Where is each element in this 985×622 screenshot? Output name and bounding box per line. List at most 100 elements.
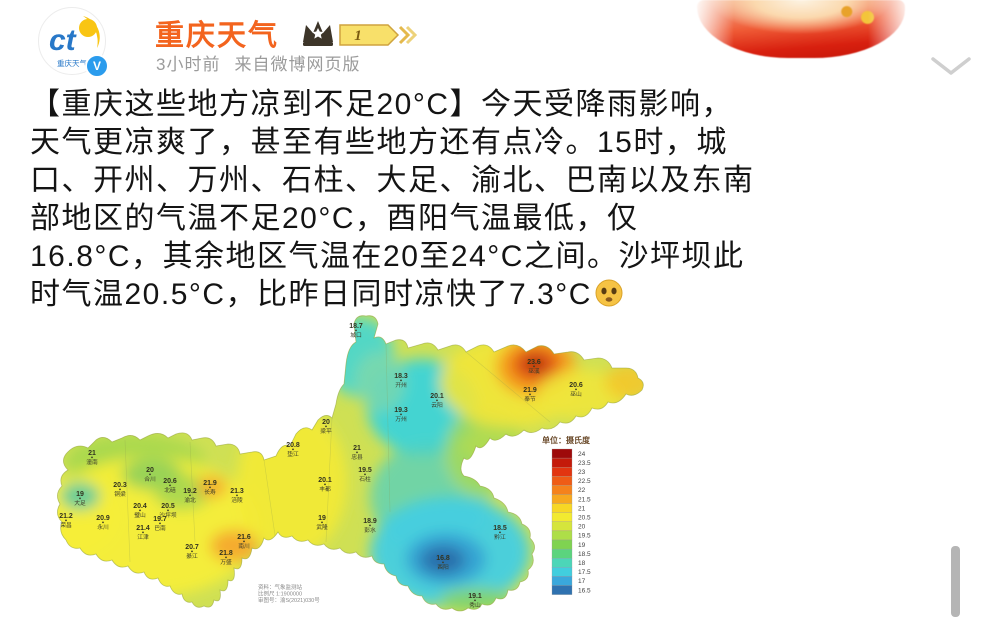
- chevron-down-icon[interactable]: [928, 52, 974, 80]
- avatar-logo: ct 重庆天气: [38, 7, 106, 75]
- post-line: 部地区的气温不足20°C，酉阳气温最低，仅: [30, 202, 639, 235]
- station-value: 23.6: [527, 359, 541, 366]
- post-line: 【重庆这些地方凉到不足20°C】今天受降雨影响，: [30, 88, 734, 121]
- weather-map-image[interactable]: 21 潼南 20.3 铜梁 20 合川 20.6 北碚 19.2 渝北 19 大足 21.2 荣昌 20.9…: [30, 312, 670, 617]
- legend-label: 17: [578, 578, 586, 585]
- vip-crown-badge[interactable]: 1: [300, 18, 418, 50]
- station-value: 21.8: [219, 550, 233, 557]
- post-line: 天气更凉爽了，甚至有些地方还有点冷。15时，城: [30, 126, 728, 159]
- station-value: 16.8: [436, 555, 450, 562]
- station-value: 20.6: [569, 382, 583, 389]
- station-name: 璧山: [134, 511, 146, 519]
- contour-fill: [57, 315, 644, 612]
- station-value: 20.6: [163, 478, 177, 485]
- station-dot: [79, 497, 81, 500]
- legend-swatch: [551, 485, 573, 495]
- station-dot: [119, 488, 121, 491]
- legend-swatch: [551, 457, 573, 468]
- station-value: 21.9: [523, 387, 537, 394]
- station-name: 丰都: [319, 485, 331, 493]
- legend-swatch: [551, 476, 573, 486]
- station-name: 綦江: [186, 552, 198, 560]
- legend-swatch: [551, 585, 573, 595]
- post-text: 【重庆这些地方凉到不足20°C】今天受降雨影响， 天气更凉爽了，甚至有些地方还有…: [30, 86, 960, 314]
- station-value: 20.7: [185, 544, 199, 551]
- post-meta: 3小时前 来自微博网页版: [156, 50, 374, 75]
- station-value: 18.7: [349, 323, 363, 330]
- station-value: 18.3: [394, 373, 408, 380]
- station-name: 合川: [144, 475, 156, 483]
- station-dot: [139, 509, 141, 512]
- svg-text:ct: ct: [49, 24, 78, 57]
- station-name: 长寿: [204, 488, 216, 496]
- legend-swatch: [551, 576, 573, 586]
- flushed-face-emoji-icon: [594, 278, 624, 308]
- station-name: 大足: [74, 499, 86, 507]
- legend-label: 23: [578, 469, 586, 476]
- station-dot: [65, 519, 67, 522]
- station-dot: [191, 550, 193, 553]
- station-dot: [91, 456, 93, 459]
- legend-label: 21.5: [578, 496, 591, 503]
- svg-text:重庆天气: 重庆天气: [57, 58, 87, 68]
- station-name: 铜梁: [114, 490, 126, 498]
- station-value: 21: [88, 450, 96, 457]
- station-name: 涪陵: [231, 496, 243, 504]
- station-dot: [499, 531, 501, 534]
- station-dot: [533, 365, 535, 368]
- legend-swatch: [551, 530, 573, 541]
- station-name: 南川: [238, 542, 250, 550]
- municipality-outline: [57, 315, 644, 612]
- attribution-line: 审图号：渝S(2021)030号: [258, 596, 320, 604]
- legend-swatch: [551, 448, 573, 459]
- station-name: 万盛: [220, 558, 232, 566]
- station-name: 开州: [395, 382, 407, 389]
- station-value: 21.2: [59, 513, 73, 520]
- station-dot: [149, 473, 151, 476]
- legend-label: 18: [578, 560, 586, 567]
- legend-label: 20.5: [578, 514, 591, 521]
- station-dot: [225, 556, 227, 559]
- station-name: 巫溪: [528, 367, 540, 375]
- author-name[interactable]: 重庆天气: [155, 20, 280, 52]
- legend-label: 17.5: [578, 569, 591, 576]
- station-name: 酉阳: [437, 563, 449, 571]
- crown-icon: [303, 21, 333, 46]
- legend-label: 21: [578, 505, 586, 512]
- legend-swatch: [551, 494, 573, 504]
- station-dot: [529, 393, 531, 396]
- legend-title: 单位：摄氏度: [542, 435, 591, 445]
- legend-label: 20: [578, 524, 586, 531]
- station-name: 万州: [395, 416, 407, 423]
- legend-label: 22.5: [578, 478, 591, 485]
- svg-text:1: 1: [354, 28, 362, 44]
- station-value: 18.9: [363, 518, 377, 525]
- station-value: 20.3: [113, 482, 127, 489]
- post-timestamp[interactable]: 3小时前: [156, 55, 221, 74]
- station-name: 巫山: [570, 390, 582, 398]
- author-avatar[interactable]: ct 重庆天气 V: [38, 7, 109, 78]
- station-name: 垫江: [287, 450, 299, 458]
- station-dot: [400, 413, 402, 416]
- vertical-scrollbar[interactable]: [951, 546, 960, 617]
- station-name: 北碚: [164, 486, 176, 494]
- station-dot: [209, 486, 211, 489]
- station-dot: [436, 399, 438, 402]
- station-dot: [356, 451, 358, 454]
- station-name: 荣昌: [60, 521, 72, 529]
- attribution-line: 比例尺 1:1900000: [258, 590, 302, 598]
- banner-fade-left: [688, 0, 734, 58]
- station-value: 19.1: [468, 593, 482, 600]
- post-source[interactable]: 来自微博网页版: [234, 55, 361, 74]
- legend-swatch: [551, 558, 573, 568]
- station-value: 19.2: [183, 488, 197, 495]
- legend-label: 19.5: [578, 533, 591, 540]
- station-dot: [321, 521, 323, 524]
- station-name: 城口: [350, 332, 362, 339]
- station-name: 武隆: [316, 523, 328, 531]
- legend-swatch: [551, 521, 573, 532]
- banner-fade-right: [868, 0, 914, 58]
- station-name: 彭水: [364, 526, 376, 534]
